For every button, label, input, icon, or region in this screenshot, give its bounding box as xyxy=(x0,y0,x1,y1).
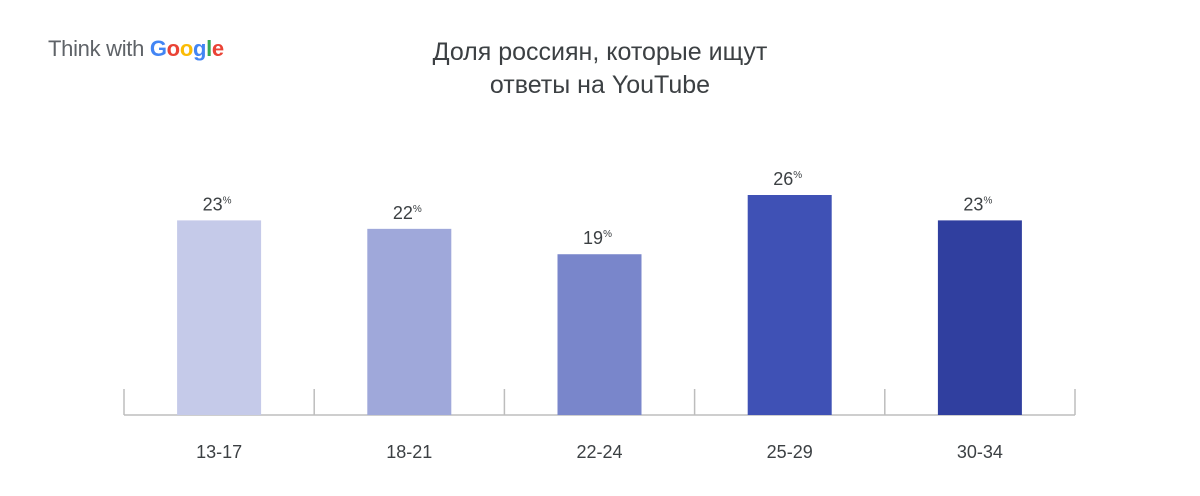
bar-22-24 xyxy=(557,254,642,415)
google-letter-5: l xyxy=(206,36,212,61)
bar-13-17 xyxy=(177,220,262,415)
value-label: 26% xyxy=(773,169,802,189)
value-label: 19% xyxy=(583,228,612,248)
bar-30-34 xyxy=(937,220,1022,415)
chart-title-line-1: Доля россиян, которые ищут xyxy=(432,38,768,66)
value-label: 23% xyxy=(203,194,232,214)
google-letter-3: o xyxy=(179,36,193,61)
bar-18-21 xyxy=(367,228,452,415)
google-wordmark: Google xyxy=(150,36,224,61)
chart-title-line-2: ответы на YouTube xyxy=(489,71,711,99)
chart-title: Доля россиян, которые ищут ответы на You… xyxy=(300,36,900,102)
x-tick-label: 30-34 xyxy=(957,442,1003,462)
google-letter-2: o xyxy=(166,36,180,61)
value-label: 23% xyxy=(963,194,992,214)
google-letter-1: G xyxy=(149,36,167,61)
brand-prefix: Think with xyxy=(48,36,150,61)
google-letter-6: e xyxy=(211,36,224,61)
brand-logo: Think with Google xyxy=(48,36,224,62)
value-label: 22% xyxy=(393,203,422,223)
bar-25-29 xyxy=(747,195,832,415)
x-tick-label: 18-21 xyxy=(386,442,432,462)
x-tick-label: 22-24 xyxy=(576,442,622,462)
google-letter-4: g xyxy=(192,36,207,61)
x-tick-label: 25-29 xyxy=(767,442,813,462)
x-tick-label: 13-17 xyxy=(196,442,242,462)
